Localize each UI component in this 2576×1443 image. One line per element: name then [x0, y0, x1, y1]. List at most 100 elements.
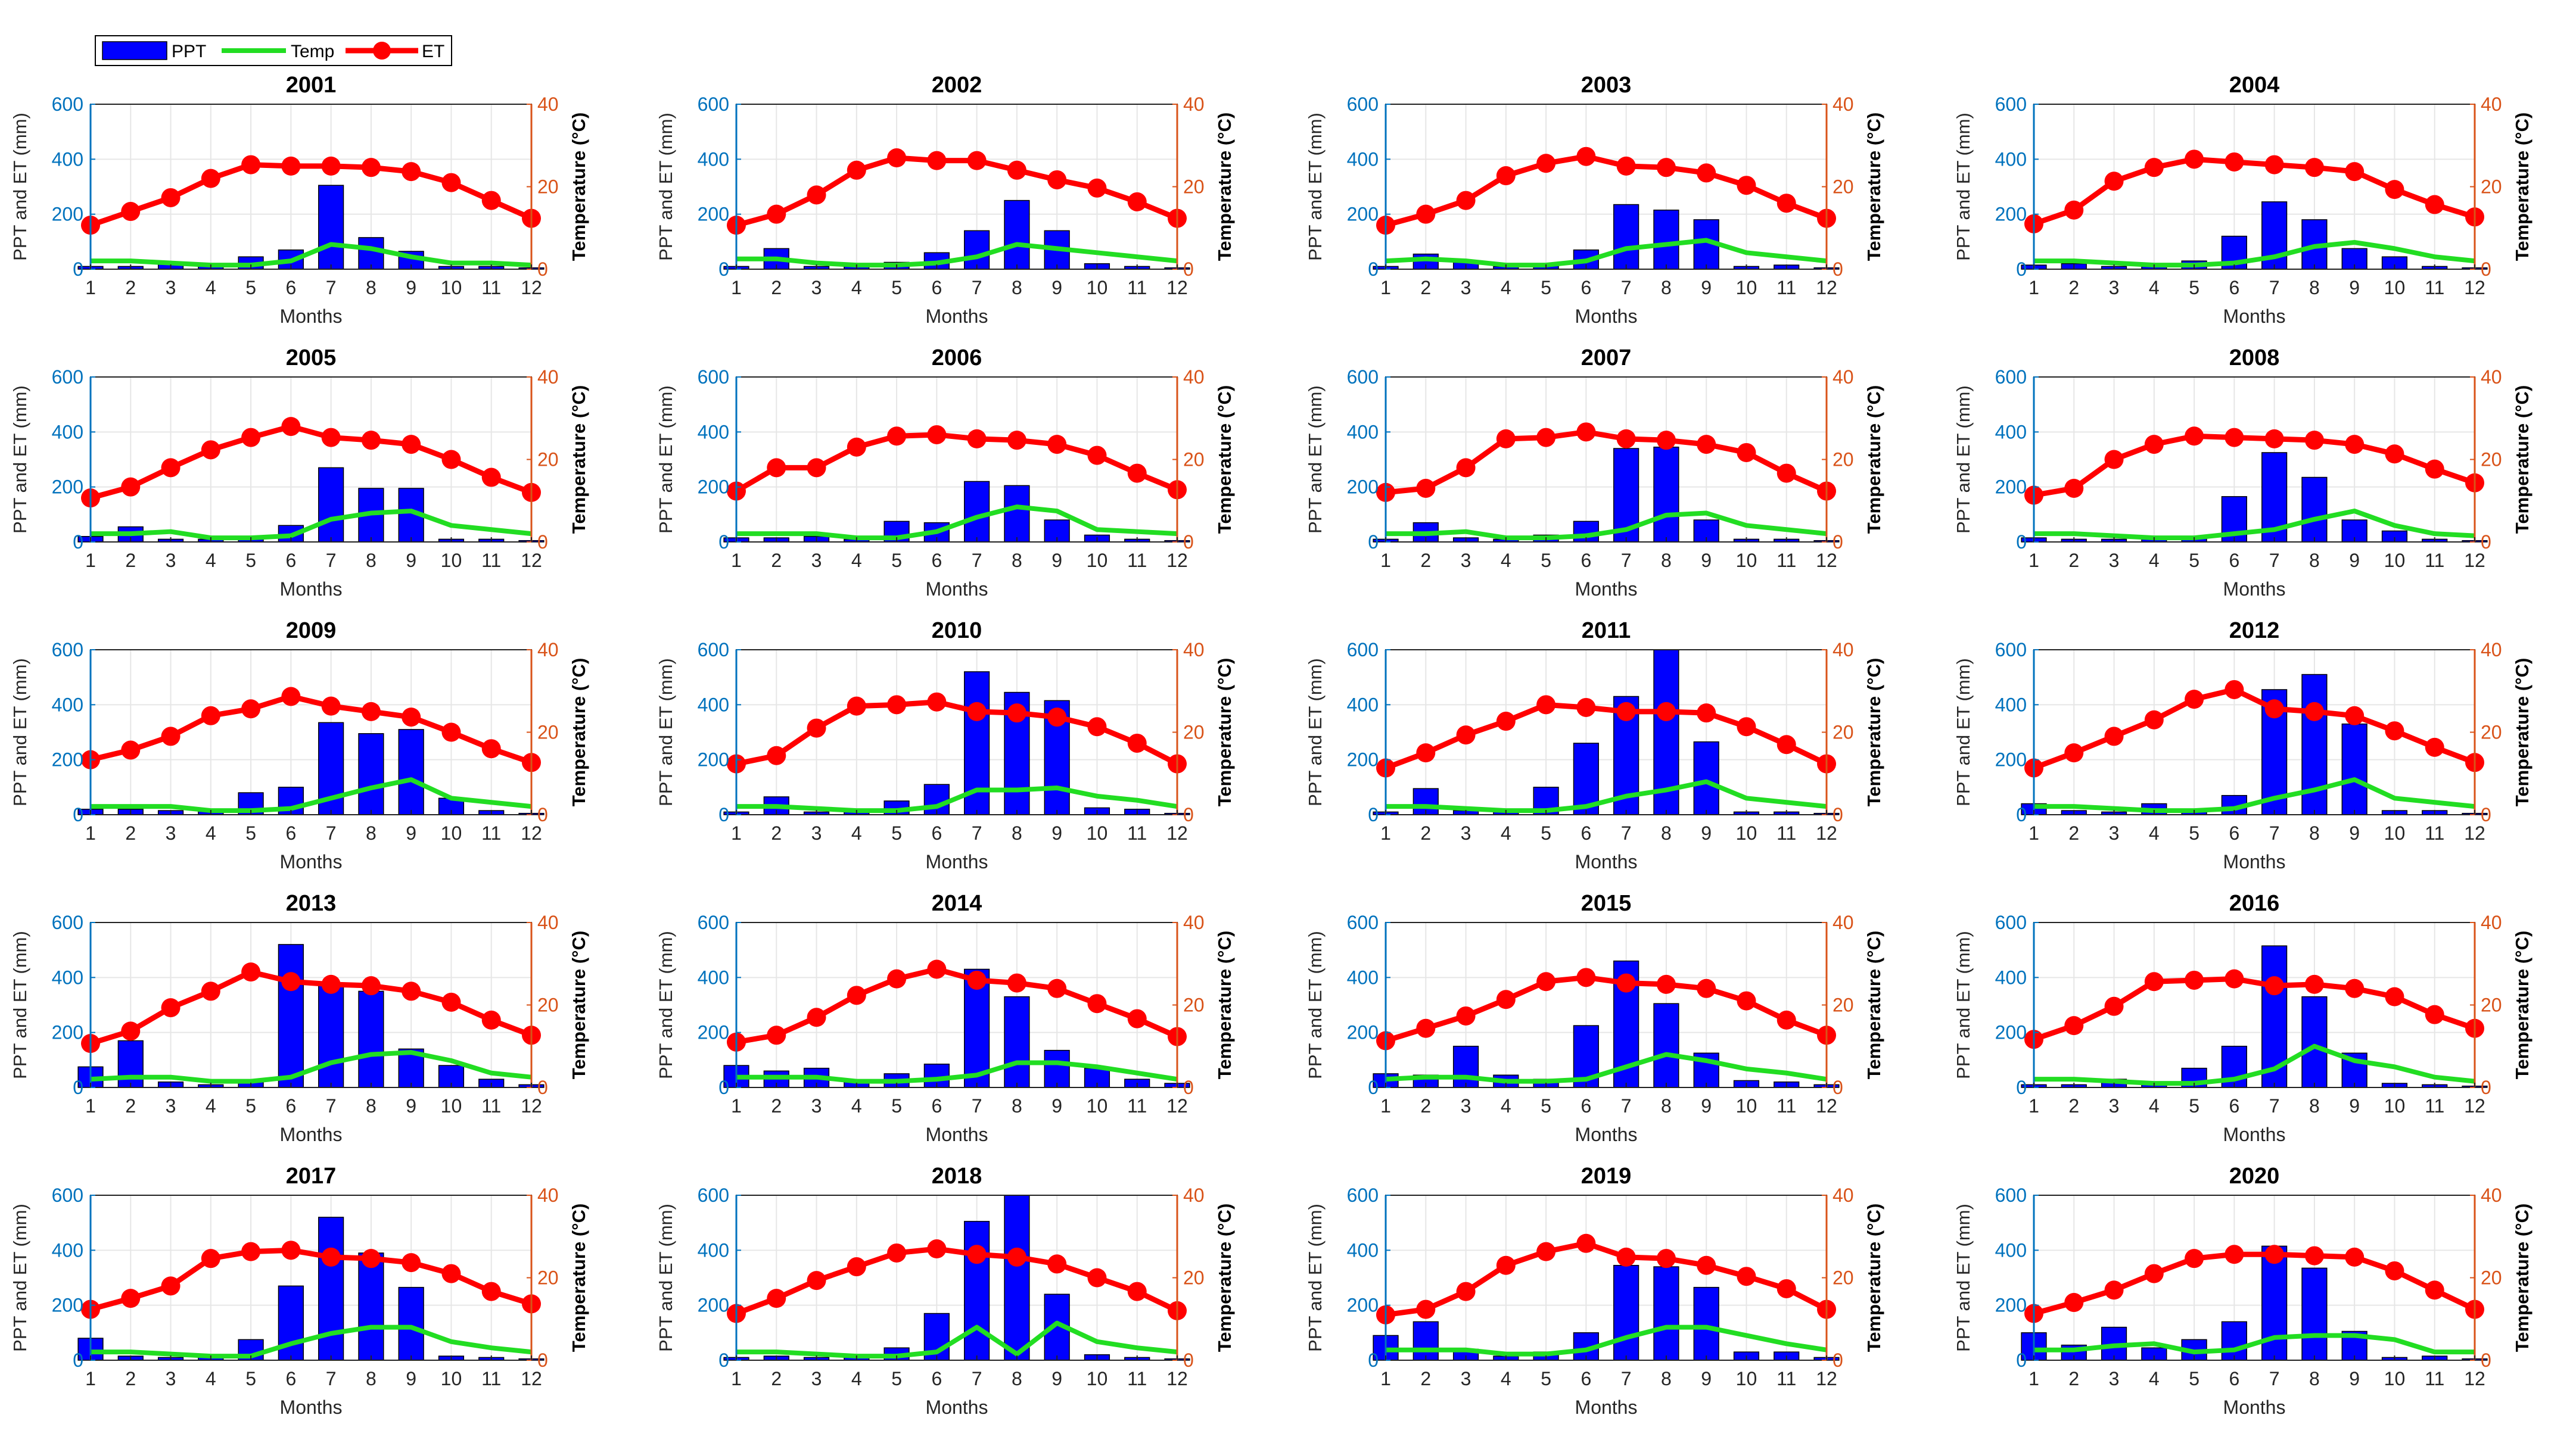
et-marker — [2304, 702, 2324, 721]
x-tick-label: 11 — [1127, 1095, 1147, 1117]
x-tick-label: 7 — [326, 550, 337, 571]
et-marker — [967, 1245, 987, 1264]
et-marker — [161, 458, 181, 478]
x-tick-label: 12 — [1816, 822, 1837, 844]
et-marker — [1697, 435, 1716, 454]
x-axis-label: Months — [2223, 578, 2286, 600]
x-tick-label: 9 — [2349, 822, 2360, 844]
x-tick-label: 2 — [771, 822, 782, 844]
panel-title: 2010 — [932, 618, 982, 643]
et-marker — [1007, 160, 1026, 180]
et-marker — [1576, 147, 1596, 166]
x-tick-label: 11 — [1777, 277, 1796, 298]
x-tick-label: 6 — [285, 550, 296, 571]
et-marker — [321, 974, 341, 994]
et-marker — [241, 962, 261, 982]
x-axis-label: Months — [1575, 1397, 1638, 1418]
y-right-tick-label: 20 — [1833, 449, 1854, 470]
et-line — [2033, 433, 2476, 498]
et-marker — [1456, 1282, 1476, 1301]
et-marker — [2425, 1005, 2444, 1024]
x-tick-label: 4 — [206, 277, 216, 298]
x-axis-label: Months — [2223, 1124, 2286, 1145]
x-tick-label: 9 — [2349, 277, 2360, 298]
y-left-tick-label: 600 — [1995, 366, 2027, 388]
x-tick-label: 8 — [366, 277, 377, 298]
et-marker — [2304, 1246, 2324, 1266]
x-axis-label: Months — [1575, 306, 1638, 327]
y-left-tick-label: 600 — [698, 912, 729, 933]
y-right-tick-label: 40 — [1183, 366, 1205, 388]
panel-2010: 1 2 3 4 5 6 7 8 9 10 11 120200400600020402010Months… — [655, 618, 1235, 872]
et-marker — [2144, 1264, 2164, 1283]
x-tick-label: 8 — [1012, 1368, 1022, 1389]
x-tick-label: 5 — [245, 550, 256, 571]
et-marker — [281, 1241, 301, 1260]
x-tick-label: 8 — [1661, 1368, 1672, 1389]
x-tick-label: 12 — [521, 277, 542, 298]
et-marker — [281, 156, 301, 176]
y-left-tick-label: 0 — [718, 1349, 729, 1371]
x-tick-label: 10 — [441, 822, 462, 844]
et-marker — [2225, 1245, 2244, 1264]
y-right-axis-label: Temperature (°C) — [2512, 658, 2533, 807]
et-marker — [2185, 690, 2204, 709]
x-tick-label: 5 — [1541, 550, 1551, 571]
et-marker — [1536, 428, 1556, 447]
et-marker — [1656, 158, 1676, 177]
x-tick-label: 11 — [1127, 550, 1147, 571]
temp-line — [91, 777, 532, 814]
legend-ppt-label: PPT — [172, 42, 206, 61]
y-left-tick-label: 0 — [2016, 804, 2027, 825]
x-tick-label: 5 — [891, 822, 902, 844]
et-marker — [241, 155, 261, 174]
et-marker — [1656, 974, 1676, 994]
et-marker — [361, 431, 381, 450]
panel-title: 2004 — [2229, 73, 2280, 98]
y-left-tick-label: 600 — [698, 366, 729, 388]
x-tick-label: 9 — [2349, 1368, 2360, 1389]
y-left-tick-label: 200 — [1347, 1022, 1379, 1043]
et-marker — [927, 959, 947, 979]
et-marker — [1697, 978, 1716, 998]
y-left-tick-label: 0 — [1368, 531, 1379, 553]
y-left-tick-label: 200 — [52, 204, 83, 225]
x-tick-label: 4 — [206, 1368, 216, 1389]
x-axis-label: Months — [926, 1124, 988, 1145]
y-right-tick-label: 0 — [2481, 1349, 2491, 1371]
et-marker — [121, 740, 141, 760]
et-marker — [481, 1010, 501, 1030]
y-left-tick-label: 400 — [52, 421, 83, 442]
et-marker — [2345, 978, 2365, 998]
x-tick-label: 6 — [931, 822, 942, 844]
et-marker — [481, 191, 501, 210]
x-tick-label: 3 — [1461, 1368, 1471, 1389]
x-tick-label: 5 — [245, 822, 256, 844]
x-tick-label: 10 — [2384, 1368, 2406, 1389]
x-tick-label: 1 — [2029, 550, 2039, 571]
x-tick-label: 12 — [521, 550, 542, 571]
y-left-axis-label: PPT and ET (mm) — [10, 113, 30, 261]
y-left-tick-label: 0 — [1368, 258, 1379, 280]
x-tick-label: 2 — [771, 1095, 782, 1117]
x-tick-label: 10 — [441, 277, 462, 298]
x-tick-label: 4 — [2149, 550, 2160, 571]
x-tick-label: 7 — [2269, 1095, 2280, 1117]
x-tick-label: 2 — [1420, 822, 1431, 844]
x-tick-label: 12 — [521, 1095, 542, 1117]
y-right-tick-label: 40 — [1183, 912, 1205, 933]
et-marker — [1047, 978, 1067, 998]
y-right-tick-label: 40 — [2481, 639, 2502, 660]
x-tick-label: 3 — [1461, 822, 1471, 844]
y-left-tick-label: 0 — [73, 1349, 83, 1371]
x-tick-label: 2 — [2068, 822, 2079, 844]
x-tick-label: 7 — [972, 550, 982, 571]
x-tick-label: 2 — [771, 550, 782, 571]
x-tick-label: 7 — [2269, 822, 2280, 844]
x-tick-label: 9 — [1701, 1368, 1712, 1389]
ppt-bar — [1653, 446, 1679, 543]
x-tick-label: 11 — [1127, 822, 1147, 844]
x-tick-label: 6 — [1581, 1095, 1591, 1117]
et-line — [736, 699, 1179, 766]
et-marker — [1576, 1233, 1596, 1253]
